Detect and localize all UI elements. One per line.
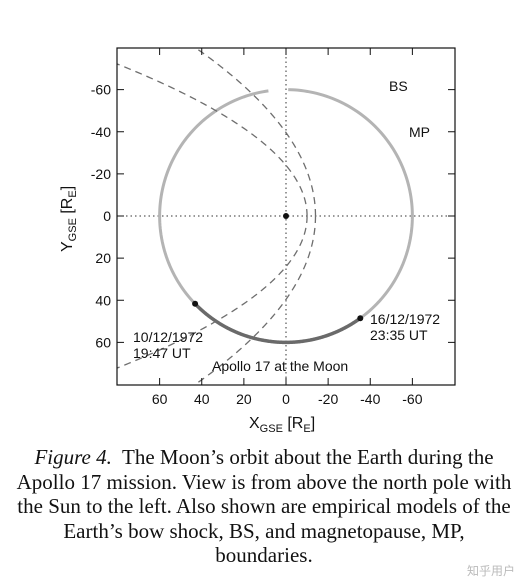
figure-caption: Figure 4. The Moon’s orbit about the Ear… [14, 445, 514, 568]
magnetopause-label: MP [409, 124, 430, 140]
x-tick-label: -60 [402, 391, 422, 407]
y-tick-label: -20 [91, 166, 111, 182]
y-tick-label: 20 [95, 250, 111, 266]
x-tick-label: 0 [282, 391, 290, 407]
plot-annotation: Apollo 17 at the Moon [212, 358, 348, 374]
mission-start-date: 10/12/1972 [133, 329, 203, 345]
chart-plot: 60 40 20 0 -20 -40 -60 -60 -40 -20 0 20 40 60 BS MP 1… [59, 47, 456, 435]
watermark: 知乎用户 [466, 564, 515, 578]
y-tick-label: 60 [95, 334, 111, 350]
x-tick-label: -20 [318, 391, 338, 407]
y-tick-label: 40 [95, 292, 111, 308]
bow-shock-label: BS [389, 78, 408, 94]
x-tick-label: 20 [236, 391, 252, 407]
y-axis-label: YGSE [RE] [59, 186, 79, 252]
mission-start-marker [357, 315, 364, 322]
data-layer [117, 48, 414, 385]
mission-end-date: 16/12/1972 [370, 311, 440, 327]
bow-shock-curve-south [193, 215, 317, 385]
x-tick-label: 40 [194, 391, 210, 407]
y-tick-label: -40 [91, 124, 111, 140]
mission-arc [193, 302, 362, 345]
bow-shock-curve-north [194, 48, 317, 217]
x-tick-label: 60 [152, 391, 168, 407]
mission-start-time: 19:47 UT [133, 345, 191, 361]
mission-end-time: 23:35 UT [370, 327, 428, 343]
figure-label: Figure 4. [34, 445, 112, 469]
x-axis-label: XGSE [RE] [249, 415, 315, 435]
y-tick-label: 0 [103, 208, 111, 224]
y-tick-label: -60 [91, 82, 111, 98]
axis-ticks [117, 48, 455, 385]
mission-end-marker [192, 300, 199, 307]
caption-text: The Moon’s orbit about the Earth during … [16, 445, 512, 567]
magnetopause-curve-north [117, 63, 308, 217]
earth-marker [283, 213, 289, 219]
x-tick-label: -40 [360, 391, 380, 407]
tick-labels: 60 40 20 0 -20 -40 -60 -60 -40 -20 0 20 40 60 [91, 82, 423, 407]
